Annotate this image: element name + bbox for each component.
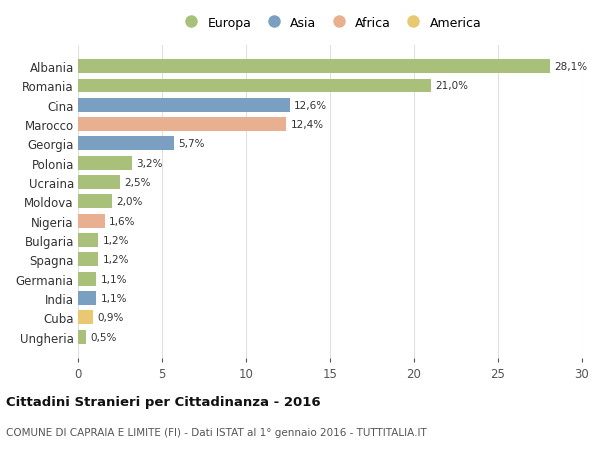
Legend: Europa, Asia, Africa, America: Europa, Asia, Africa, America — [173, 11, 487, 34]
Bar — [78, 330, 86, 344]
Text: 12,4%: 12,4% — [290, 120, 323, 130]
Text: 28,1%: 28,1% — [554, 62, 587, 72]
Bar — [78, 176, 120, 190]
Text: 0,5%: 0,5% — [91, 332, 117, 342]
Bar — [78, 311, 93, 325]
Text: 2,5%: 2,5% — [124, 178, 151, 188]
Bar — [78, 60, 550, 74]
Text: Cittadini Stranieri per Cittadinanza - 2016: Cittadini Stranieri per Cittadinanza - 2… — [6, 395, 320, 408]
Bar — [78, 79, 431, 93]
Text: 5,7%: 5,7% — [178, 139, 205, 149]
Bar — [78, 195, 112, 209]
Bar — [78, 214, 105, 228]
Text: 1,2%: 1,2% — [103, 235, 129, 246]
Bar — [78, 118, 286, 132]
Text: 0,9%: 0,9% — [97, 313, 124, 323]
Text: 1,6%: 1,6% — [109, 216, 136, 226]
Bar — [78, 137, 174, 151]
Bar — [78, 234, 98, 247]
Text: 21,0%: 21,0% — [435, 81, 468, 91]
Bar — [78, 272, 97, 286]
Text: 1,2%: 1,2% — [103, 255, 129, 265]
Bar — [78, 253, 98, 267]
Text: 1,1%: 1,1% — [101, 293, 127, 303]
Text: 3,2%: 3,2% — [136, 158, 163, 168]
Text: COMUNE DI CAPRAIA E LIMITE (FI) - Dati ISTAT al 1° gennaio 2016 - TUTTITALIA.IT: COMUNE DI CAPRAIA E LIMITE (FI) - Dati I… — [6, 427, 427, 437]
Text: 2,0%: 2,0% — [116, 197, 142, 207]
Text: 12,6%: 12,6% — [294, 101, 327, 111]
Bar — [78, 99, 290, 112]
Bar — [78, 157, 132, 170]
Text: 1,1%: 1,1% — [101, 274, 127, 284]
Bar — [78, 291, 97, 305]
